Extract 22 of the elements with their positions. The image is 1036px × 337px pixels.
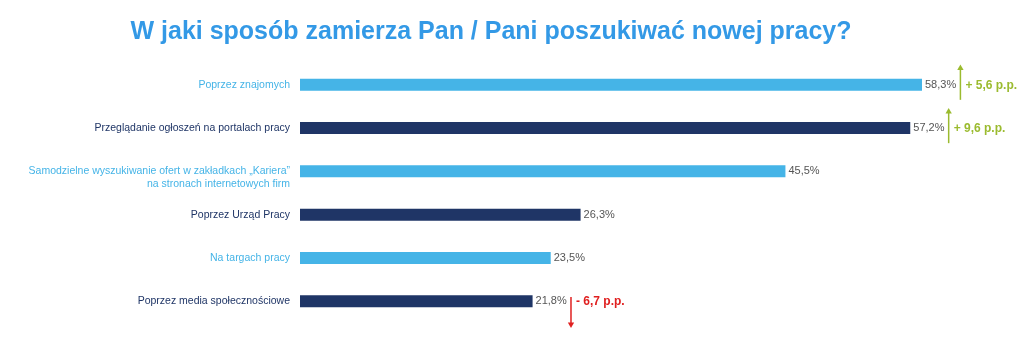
bar <box>300 78 922 91</box>
data-label: 21,8% <box>535 294 567 307</box>
bar <box>300 165 786 178</box>
y-tick-label: Poprzez media społecznościowe <box>137 294 291 307</box>
data-label: 45,5% <box>788 164 820 177</box>
y-tick-label: Przeglądanie ogłoszeń na portalach pracy <box>94 121 291 133</box>
bar <box>300 252 551 264</box>
data-label: 23,5% <box>553 251 586 263</box>
y-tick-label: Na targach pracy <box>210 251 291 263</box>
bar <box>300 208 581 221</box>
y-tick-label: Poprzez znajomych <box>198 77 291 90</box>
bar <box>300 122 911 134</box>
text: + 5,6 p.p. <box>965 77 1018 92</box>
y-tick-label: Poprzez Urząd Pracy <box>190 207 291 220</box>
data-label: 26,3% <box>583 207 615 220</box>
data-label: 57,2% <box>913 121 945 133</box>
bar <box>300 295 533 308</box>
annotation: - 6,7 p.p. <box>575 294 625 309</box>
chart-title: W jaki sposób zamierza Pan / Pani poszukiwać nowej pracy? <box>130 16 852 44</box>
text: + 9,6 p.p. <box>953 121 1006 135</box>
data-label: 58,3% <box>925 77 957 90</box>
y-tick-label: Samodzielne wyszukiwanie ofert w zakładkach „Kariera” na stronach internetowych firm <box>28 164 291 189</box>
